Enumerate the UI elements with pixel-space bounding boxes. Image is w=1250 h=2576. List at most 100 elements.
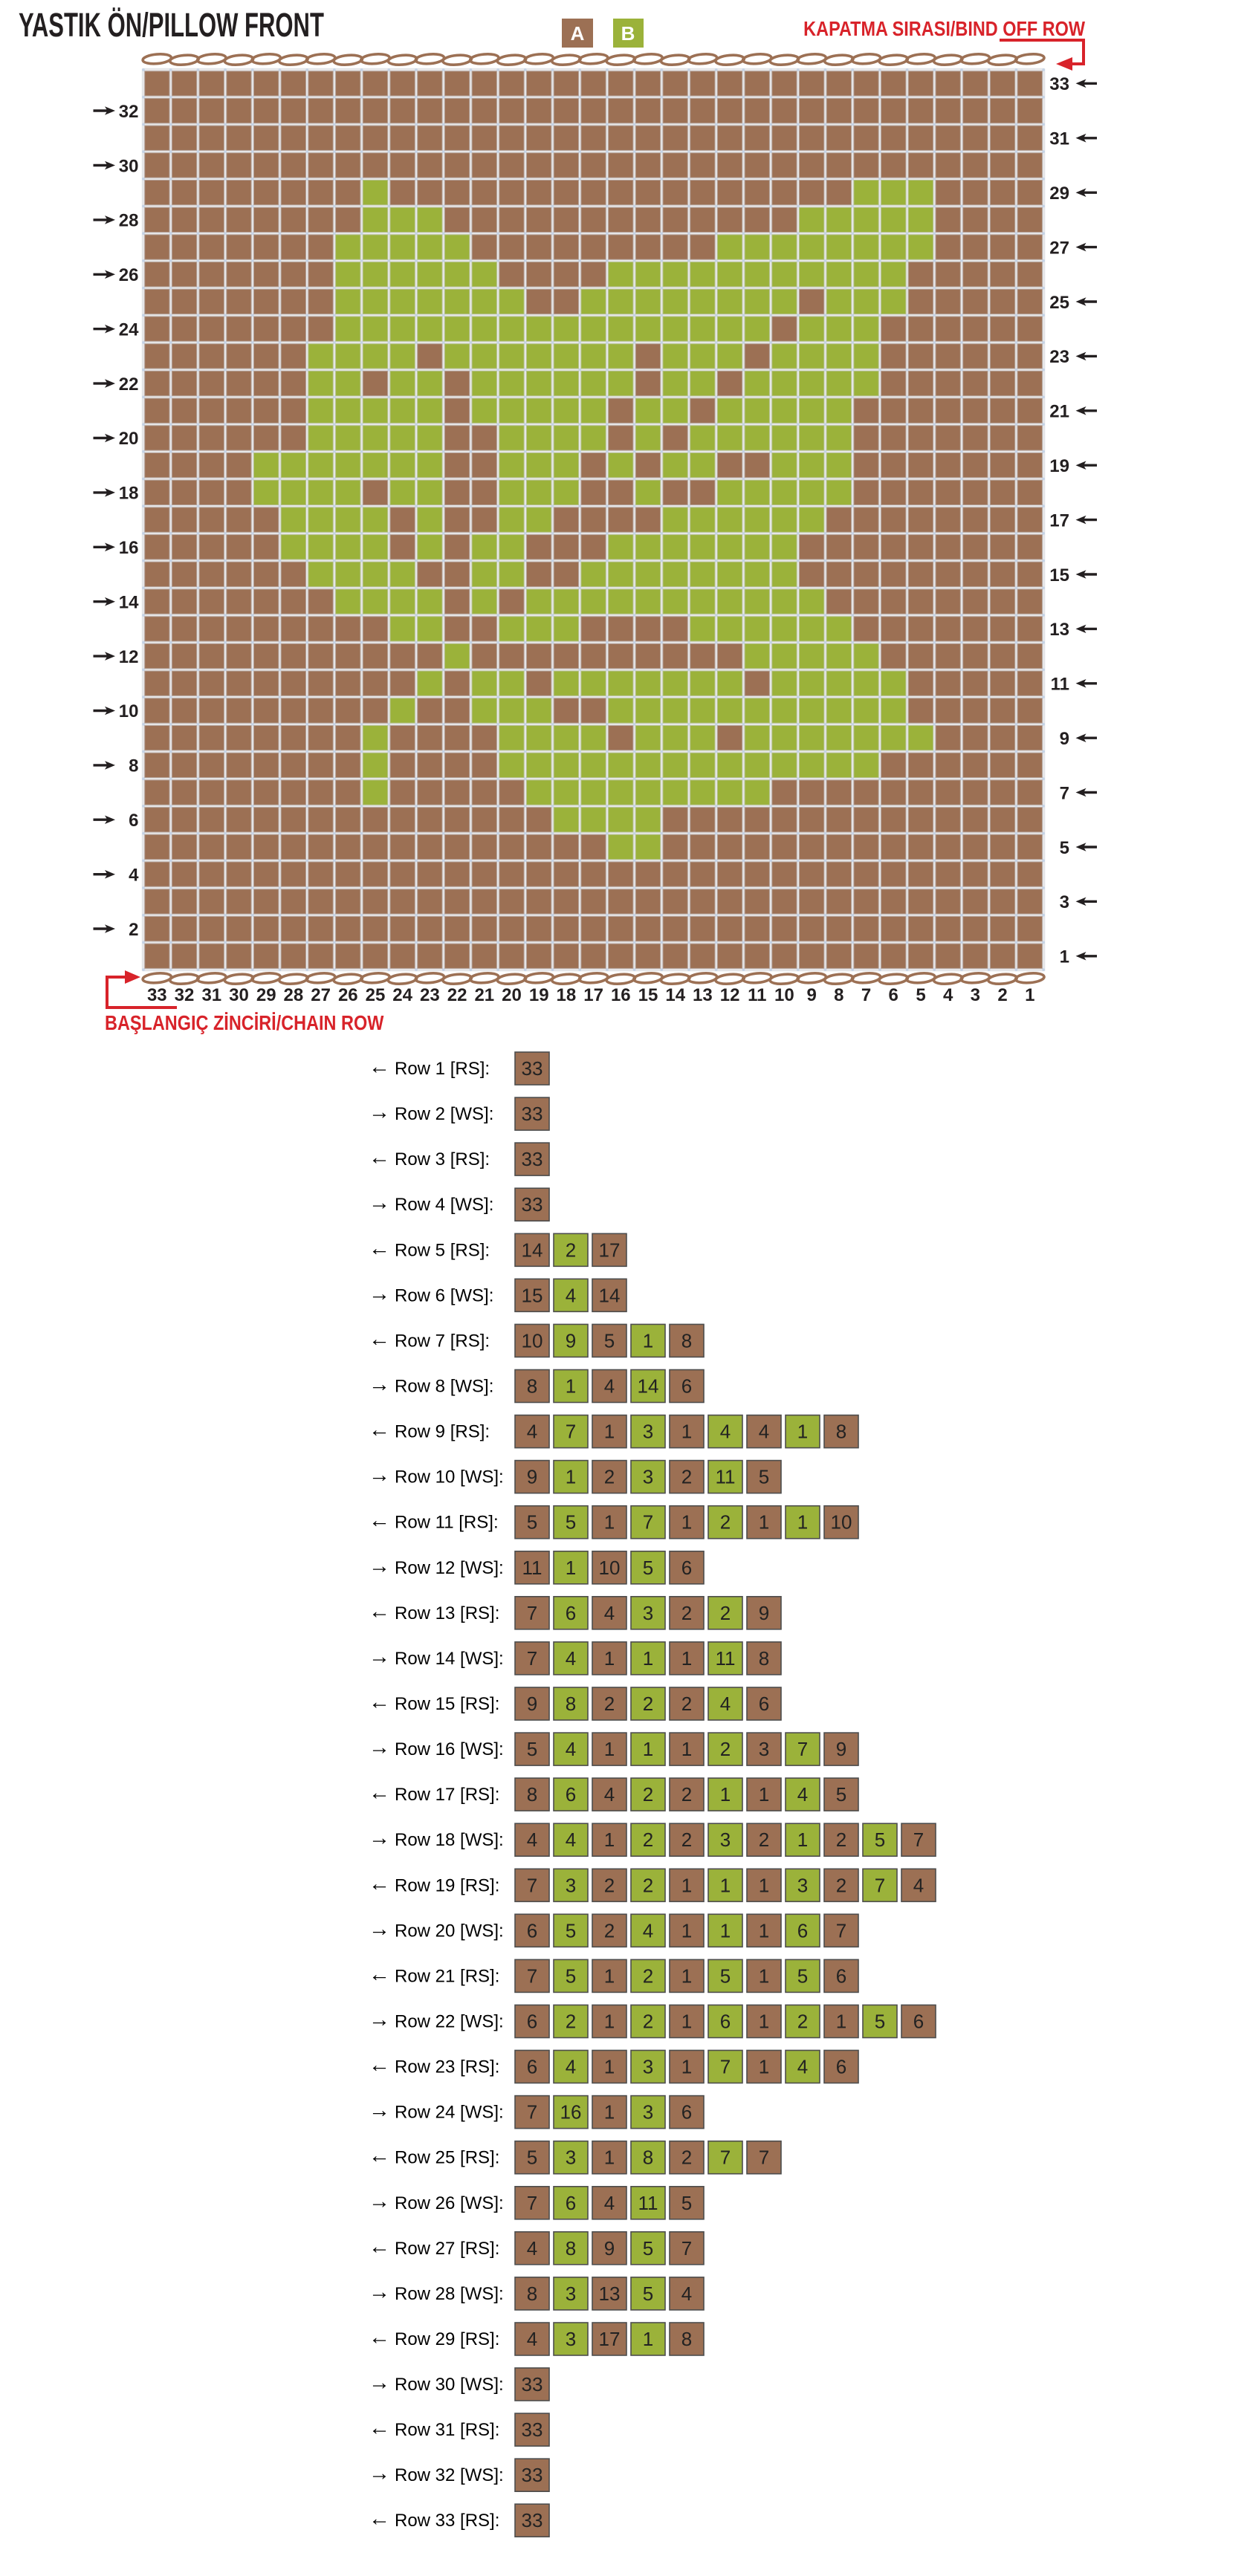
svg-text:7: 7 (836, 1919, 846, 1941)
svg-text:22: 22 (119, 374, 139, 395)
svg-text:4: 4 (759, 1421, 769, 1443)
svg-text:3: 3 (566, 1874, 576, 1896)
svg-text:Row 30 [WS]:: Row 30 [WS]: (395, 2375, 504, 2395)
svg-text:3: 3 (720, 1829, 731, 1851)
svg-text:12: 12 (720, 985, 740, 1005)
svg-text:1: 1 (643, 2328, 653, 2350)
svg-text:11: 11 (1051, 675, 1069, 695)
svg-text:←: ← (369, 1600, 390, 1623)
svg-text:10: 10 (119, 701, 139, 721)
svg-text:28: 28 (284, 985, 304, 1005)
svg-text:Row 26 [WS]:: Row 26 [WS]: (395, 2193, 504, 2213)
svg-text:5: 5 (566, 1919, 576, 1941)
svg-text:3: 3 (1060, 892, 1069, 912)
svg-text:1: 1 (643, 1647, 653, 1670)
svg-text:7: 7 (913, 1829, 924, 1851)
svg-text:→: → (369, 2008, 390, 2032)
svg-text:4: 4 (604, 2192, 615, 2214)
svg-text:2: 2 (643, 1874, 653, 1896)
svg-text:8: 8 (643, 2147, 653, 2169)
svg-text:33: 33 (522, 2509, 543, 2531)
svg-text:5: 5 (720, 1965, 731, 1987)
svg-text:7: 7 (643, 1511, 653, 1534)
svg-text:←: ← (369, 1872, 390, 1895)
svg-text:2: 2 (681, 1783, 692, 1806)
svg-text:2: 2 (797, 2011, 808, 2033)
svg-text:1: 1 (759, 1965, 769, 1987)
svg-text:2: 2 (604, 1466, 615, 1488)
svg-text:23: 23 (420, 985, 440, 1005)
svg-text:23: 23 (1049, 347, 1069, 367)
svg-text:←: ← (369, 2054, 390, 2077)
svg-text:7: 7 (1060, 783, 1069, 803)
svg-text:4: 4 (604, 1375, 615, 1398)
svg-text:2: 2 (643, 2011, 653, 2033)
svg-text:11: 11 (716, 1647, 736, 1670)
svg-text:3: 3 (759, 1738, 769, 1760)
svg-text:←: ← (369, 1055, 390, 1079)
svg-text:9: 9 (527, 1466, 537, 1488)
svg-text:6: 6 (681, 1375, 692, 1398)
svg-text:33: 33 (147, 985, 167, 1005)
svg-text:Row 20 [WS]:: Row 20 [WS]: (395, 1921, 504, 1941)
svg-text:33: 33 (522, 1148, 543, 1170)
svg-text:2: 2 (643, 1783, 653, 1806)
svg-text:15: 15 (1049, 565, 1069, 585)
svg-text:1: 1 (759, 1511, 769, 1534)
svg-text:Row 25 [RS]:: Row 25 [RS]: (395, 2148, 499, 2168)
svg-text:4: 4 (797, 2056, 808, 2078)
svg-text:8: 8 (681, 2328, 692, 2350)
svg-text:Row 24 [WS]:: Row 24 [WS]: (395, 2103, 504, 2123)
svg-text:3: 3 (643, 2056, 653, 2078)
svg-text:5: 5 (797, 1965, 808, 1987)
svg-text:4: 4 (566, 1647, 576, 1670)
svg-text:→: → (369, 1282, 390, 1305)
svg-text:1: 1 (1025, 985, 1034, 1005)
svg-text:7: 7 (527, 1965, 537, 1987)
svg-text:9: 9 (604, 2237, 615, 2259)
svg-text:4: 4 (566, 1738, 576, 1760)
svg-text:Row 33 [RS]:: Row 33 [RS]: (395, 2511, 499, 2531)
svg-text:3: 3 (971, 985, 980, 1005)
svg-text:10: 10 (599, 1557, 621, 1579)
svg-text:4: 4 (566, 1284, 576, 1306)
svg-text:6: 6 (566, 1783, 576, 1806)
svg-text:→: → (369, 2280, 390, 2304)
svg-text:Row 11 [RS]:: Row 11 [RS]: (395, 1513, 499, 1533)
svg-text:6: 6 (836, 2056, 846, 2078)
svg-text:7: 7 (527, 1647, 537, 1670)
svg-text:25: 25 (1049, 293, 1069, 313)
svg-text:13: 13 (599, 2283, 621, 2305)
svg-text:12: 12 (119, 647, 139, 667)
svg-text:2: 2 (997, 985, 1007, 1005)
svg-text:←: ← (369, 2144, 390, 2168)
svg-text:2: 2 (681, 1466, 692, 1488)
svg-text:8: 8 (566, 2237, 576, 2259)
svg-text:6: 6 (566, 2192, 576, 2214)
svg-text:33: 33 (522, 2464, 543, 2486)
svg-text:7: 7 (875, 1874, 885, 1896)
svg-text:→: → (369, 1826, 390, 1850)
svg-text:2: 2 (759, 1829, 769, 1851)
svg-text:4: 4 (681, 2283, 692, 2305)
svg-text:7: 7 (527, 2192, 537, 2214)
svg-text:Row 16 [WS]:: Row 16 [WS]: (395, 1739, 504, 1759)
svg-text:9: 9 (807, 985, 817, 1005)
svg-text:1: 1 (720, 1874, 731, 1896)
svg-text:13: 13 (1049, 620, 1069, 640)
svg-text:Row 7 [RS]:: Row 7 [RS]: (395, 1331, 490, 1351)
svg-text:5: 5 (643, 2283, 653, 2305)
svg-text:2: 2 (720, 1602, 731, 1624)
svg-text:1: 1 (604, 1511, 615, 1534)
svg-text:7: 7 (797, 1738, 808, 1760)
svg-text:Row 9 [RS]:: Row 9 [RS]: (395, 1422, 490, 1442)
svg-text:8: 8 (129, 756, 138, 776)
svg-text:KAPATMA SIRASI/BIND OFF ROW: KAPATMA SIRASI/BIND OFF ROW (803, 18, 1085, 40)
svg-text:7: 7 (759, 2147, 769, 2169)
svg-text:←: ← (369, 1418, 390, 1442)
svg-text:1: 1 (604, 1647, 615, 1670)
svg-text:4: 4 (797, 1783, 808, 1806)
svg-text:←: ← (369, 1509, 390, 1533)
svg-text:17: 17 (599, 2328, 621, 2350)
svg-text:2: 2 (604, 1919, 615, 1941)
